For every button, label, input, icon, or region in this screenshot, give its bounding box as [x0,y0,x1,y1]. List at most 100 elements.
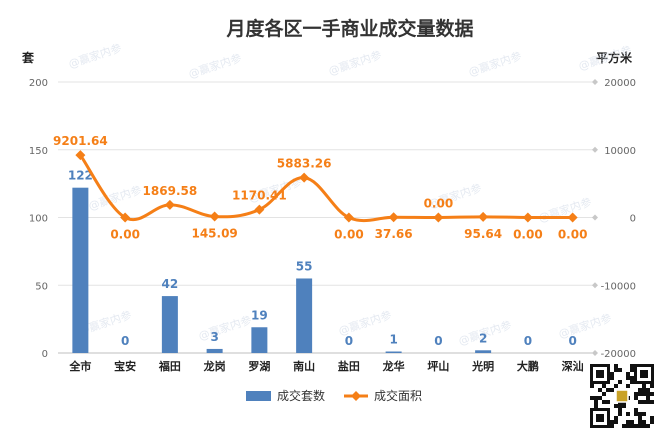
right-tick-marker [592,79,598,85]
legend-line-label: 成交面积 [374,388,422,403]
bar-data-label: 0 [434,334,442,348]
qr-module [638,424,642,428]
qr-module [650,416,654,420]
line-point [299,172,310,183]
qr-module [614,404,618,408]
bar-data-label: 0 [121,334,129,348]
qr-module [626,420,630,424]
qr-module [610,424,614,428]
right-tick-marker [592,214,598,221]
line-data-label: 0.00 [334,228,364,242]
qr-module [618,408,622,412]
category-label: 深汕 [562,359,584,373]
left-tick-label: 0 [42,349,48,360]
qr-code [590,364,654,428]
right-tick-label: 10000 [604,146,636,157]
qr-module [638,412,642,416]
qr-module [638,388,642,392]
bar-data-label: 0 [524,334,532,348]
line-point [388,212,399,223]
line-series [75,150,578,223]
qr-module [642,392,646,396]
line-data-label: 5883.26 [277,157,332,171]
qr-module [642,388,646,392]
right-axis-unit: 平方米 [596,50,633,65]
bar-data-label: 3 [210,330,218,344]
line-point [478,211,489,222]
line-data-label: 9201.64 [53,134,108,148]
left-axis-unit: 套 [21,50,35,65]
line-point [209,211,220,222]
line-data-label: 0.00 [558,228,588,242]
line-data-label: 0.00 [424,197,454,211]
qr-module [610,420,614,424]
left-axis-ticks: 0 50 100 150 200 [29,78,48,360]
bar-data-label: 0 [345,334,353,348]
qr-module [630,424,634,428]
bar [161,296,178,353]
line-data-label: 1869.58 [143,184,198,198]
qr-module [610,388,614,392]
qr-module [634,424,638,428]
qr-module [638,420,642,424]
qr-module [646,424,650,428]
category-label: 大鹏 [517,359,539,373]
line-data-label: 1170.41 [232,189,287,203]
bar [385,351,402,353]
bar-data-labels: 122 0 42 3 19 55 0 1 0 2 0 0 [68,169,577,348]
right-tick-label: -20000 [601,349,636,360]
qr-module [614,368,618,372]
bar [72,187,89,353]
watermark-text: @赢家内参 [327,48,384,78]
bar [296,278,313,353]
line-point [120,212,131,223]
qr-center-logo [615,389,629,403]
qr-module [610,376,614,380]
qr-module [626,384,630,388]
right-tick-marker [592,282,598,289]
qr-module [594,404,598,408]
category-label: 光明 [471,359,494,373]
watermark-text: @赢家内参 [67,41,124,71]
category-label: 全市 [68,359,91,373]
qr-module [634,392,638,396]
qr-module [618,412,622,416]
qr-module [598,388,602,392]
left-tick-label: 200 [29,78,48,89]
legend-bar-label: 成交套数 [277,388,325,403]
qr-module [630,380,634,384]
qr-finder-core [596,414,604,422]
bar-data-label: 0 [568,334,576,348]
qr-module [614,420,618,424]
qr-module [634,408,638,412]
qr-module [638,392,642,396]
qr-module [622,404,626,408]
qr-module [650,420,654,424]
qr-finder-core [596,370,604,378]
bar [206,348,223,353]
bar [251,327,268,353]
qr-module [642,420,646,424]
qr-module [602,400,606,404]
bar-data-label: 19 [251,308,268,322]
chart-title: 月度各区一手商业成交量数据 [225,17,473,40]
qr-module [618,404,622,408]
qr-module [646,392,650,396]
line-point [567,212,578,223]
left-tick-label: 150 [29,146,48,157]
qr-module [626,376,630,380]
bar-data-label: 122 [68,169,93,183]
qr-module [650,384,654,388]
qr-module [606,388,610,392]
right-axis-ticks: -20000 -10000 0 10000 20000 [592,78,636,360]
qr-module [630,364,634,368]
qr-module [642,412,646,416]
legend-bar-swatch [246,391,271,401]
right-tick-label: -10000 [601,281,636,292]
category-label: 龙华 [382,359,405,373]
bar-data-label: 55 [296,259,313,273]
qr-module [602,384,606,388]
qr-module [638,416,642,420]
line-point [254,204,265,215]
